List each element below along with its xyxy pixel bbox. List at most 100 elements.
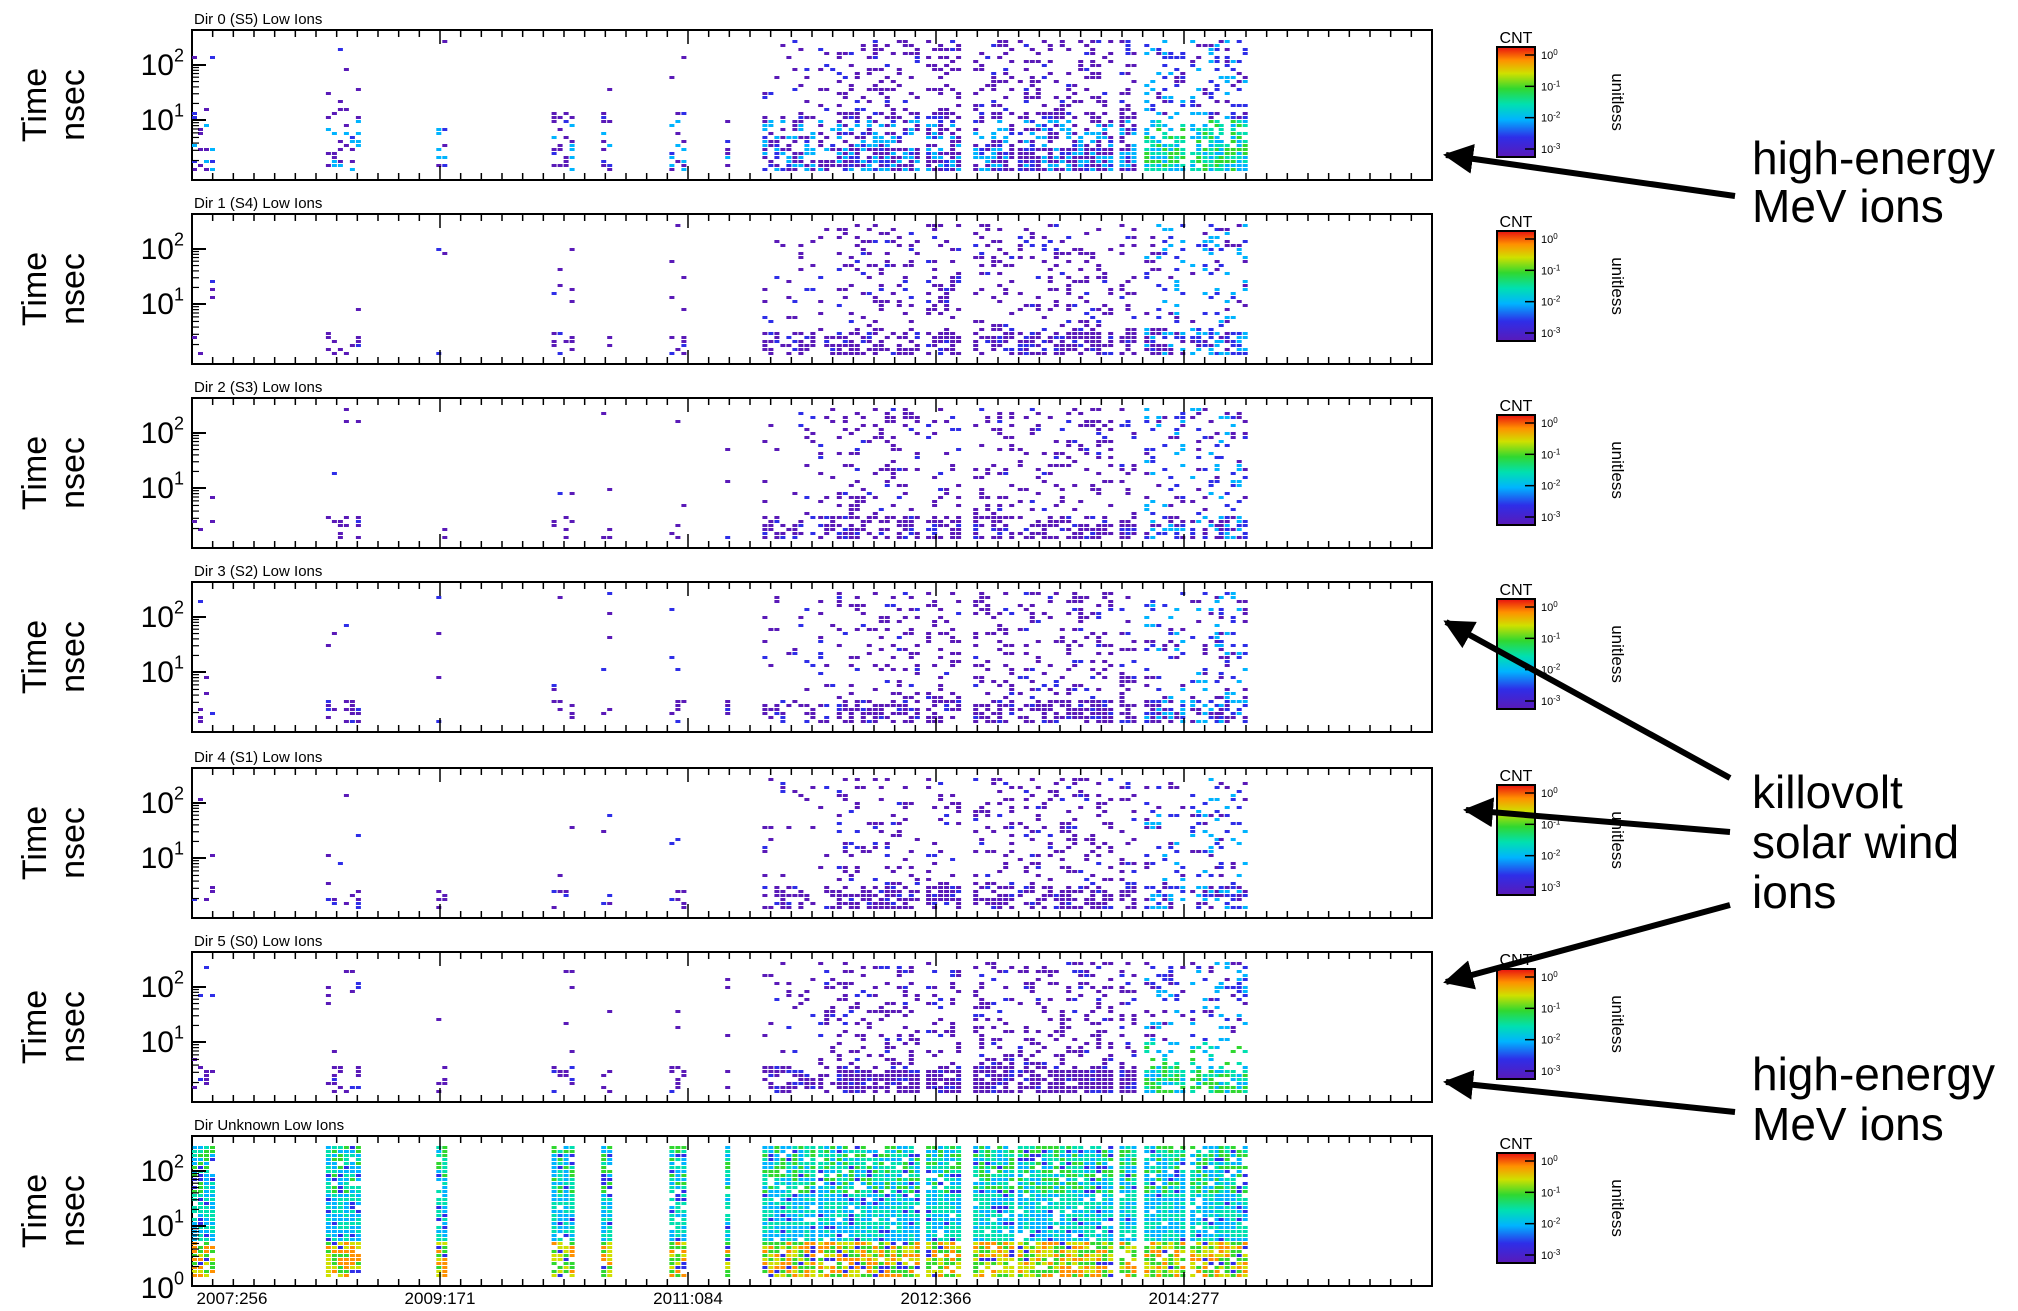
data-cell	[355, 520, 361, 523]
data-cell	[878, 822, 884, 825]
data-cell	[1072, 440, 1078, 443]
data-cell	[884, 528, 890, 531]
data-cell	[956, 822, 962, 825]
data-cell	[1162, 700, 1168, 703]
data-cell	[1096, 712, 1102, 715]
data-cell	[1162, 348, 1168, 351]
data-cell	[1168, 906, 1174, 909]
data-cell	[1125, 128, 1131, 131]
data-cell	[866, 712, 872, 715]
data-cell	[569, 168, 575, 171]
data-cell	[192, 160, 197, 163]
data-cell	[1017, 80, 1023, 83]
data-cell	[854, 596, 860, 599]
data-cell	[1035, 700, 1041, 703]
data-cell	[1180, 412, 1186, 415]
data-cell	[1162, 228, 1168, 231]
data-cell	[956, 96, 962, 99]
data-cell	[1108, 344, 1114, 347]
data-cell	[896, 830, 902, 833]
data-cell	[762, 92, 768, 95]
data-cell	[1144, 862, 1150, 865]
data-cell	[1096, 140, 1102, 143]
data-cell	[854, 100, 860, 103]
data-cell	[669, 352, 675, 355]
data-cell	[1023, 866, 1029, 869]
data-cell	[1078, 448, 1084, 451]
data-cell	[1009, 672, 1015, 675]
data-cell	[979, 898, 985, 901]
data-cell	[991, 156, 997, 159]
data-cell	[991, 464, 997, 467]
data-cell	[985, 56, 991, 59]
data-cell	[1041, 104, 1047, 107]
data-cell	[979, 680, 985, 683]
data-cell	[1084, 280, 1090, 283]
data-cell	[818, 124, 824, 127]
data-cell	[884, 704, 890, 707]
data-cell	[908, 608, 914, 611]
data-cell	[1150, 512, 1156, 515]
data-cell	[1131, 870, 1137, 873]
data-cell	[1119, 664, 1125, 667]
data-cell	[1047, 878, 1053, 881]
data-cell	[1096, 528, 1102, 531]
data-cell	[956, 802, 962, 805]
data-cell	[798, 532, 804, 535]
data-cell	[1208, 612, 1214, 615]
data-cell	[1131, 838, 1137, 841]
data-cell	[1009, 132, 1015, 135]
data-cell	[896, 484, 902, 487]
data-cell	[786, 704, 792, 707]
data-cell	[1230, 882, 1236, 885]
data-cell	[866, 164, 872, 167]
data-cell	[1003, 894, 1009, 897]
data-cell	[1224, 806, 1230, 809]
data-cell	[1144, 332, 1150, 335]
data-cell	[1162, 468, 1168, 471]
data-cell	[1162, 168, 1168, 171]
y-tick-label-base: 10	[141, 656, 174, 689]
data-cell	[1168, 898, 1174, 901]
data-cell	[991, 348, 997, 351]
data-cell	[985, 84, 991, 87]
data-cell	[1214, 680, 1220, 683]
data-cell	[1131, 156, 1137, 159]
data-cell	[1236, 874, 1242, 877]
data-cell	[932, 898, 938, 901]
data-cell	[872, 240, 878, 243]
data-cell	[1214, 640, 1220, 643]
data-cell	[902, 132, 908, 135]
data-cell	[854, 786, 860, 789]
colorbar-tick-exp: -2	[1553, 479, 1561, 488]
data-cell	[1150, 120, 1156, 123]
data-cell	[192, 56, 197, 59]
data-cell	[818, 132, 824, 135]
data-cell	[872, 112, 878, 115]
data-cell	[1180, 424, 1186, 427]
data-cell	[1230, 516, 1236, 519]
data-cell	[1023, 88, 1029, 91]
data-cell	[601, 412, 607, 415]
data-cell	[1053, 252, 1059, 255]
data-cell	[836, 716, 842, 719]
data-cell	[848, 312, 854, 315]
data-cell	[956, 104, 962, 107]
data-cell	[842, 340, 848, 343]
data-cell	[1202, 164, 1208, 167]
data-cell	[842, 112, 848, 115]
data-cell	[1208, 144, 1214, 147]
data-cell	[607, 344, 613, 347]
data-cell	[1230, 164, 1236, 167]
y-tick-label: 102	[141, 46, 184, 83]
data-cell	[908, 244, 914, 247]
data-cell	[878, 648, 884, 651]
data-cell	[1003, 336, 1009, 339]
data-cell	[866, 156, 872, 159]
data-cell	[890, 460, 896, 463]
data-cell	[950, 664, 956, 667]
data-cell	[956, 708, 962, 711]
data-cell	[944, 340, 950, 343]
panel-title: Dir 0 (S5) Low Ions	[194, 11, 322, 28]
data-cell	[884, 96, 890, 99]
